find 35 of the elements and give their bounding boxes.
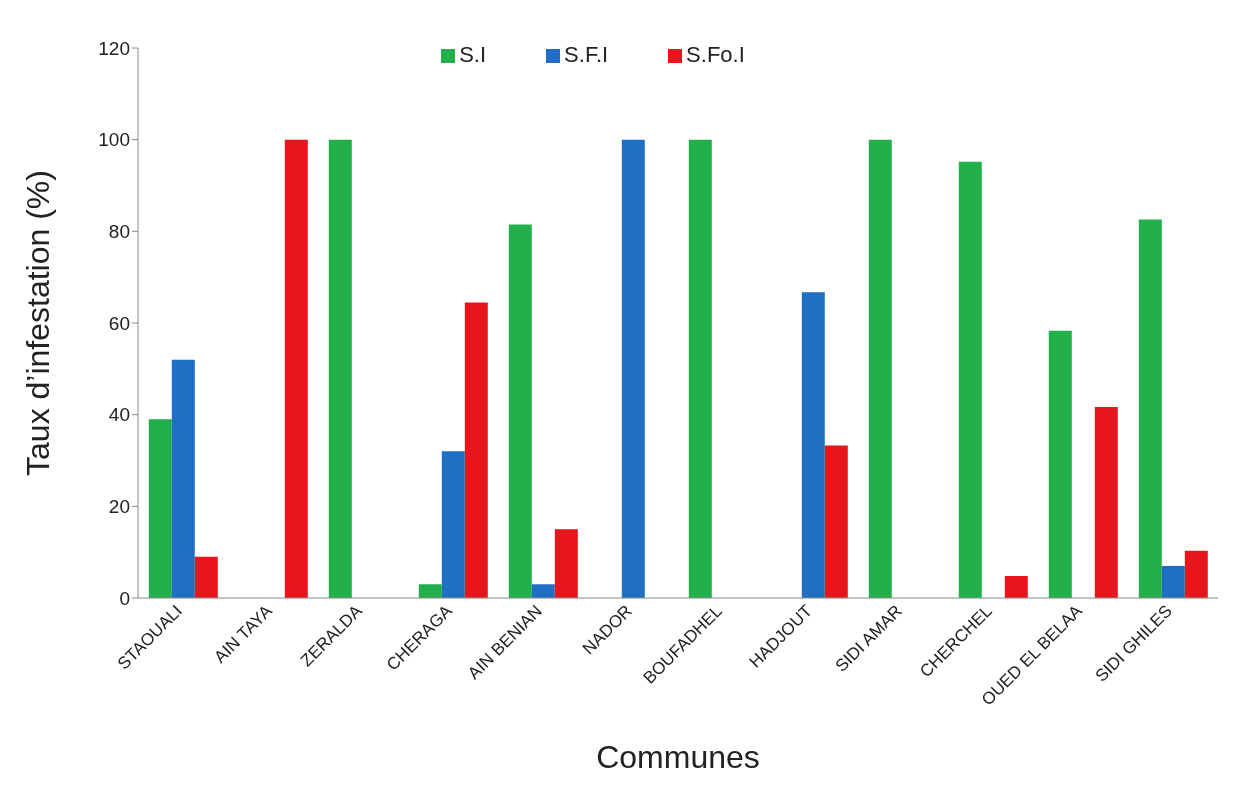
- x-axis-title: Communes: [596, 739, 760, 775]
- bar: [868, 139, 892, 598]
- bar: [508, 224, 532, 598]
- y-tick-label: 40: [108, 404, 130, 426]
- bar: [621, 139, 645, 598]
- bar: [1184, 550, 1208, 598]
- bar: [194, 556, 218, 598]
- y-tick-label: 20: [108, 496, 130, 518]
- bar: [148, 419, 172, 598]
- bar: [531, 584, 555, 598]
- bar: [1048, 330, 1072, 598]
- bar: [554, 529, 578, 598]
- bar: [1004, 576, 1028, 598]
- bar: [464, 302, 488, 598]
- bar: [441, 451, 465, 598]
- legend-label: S.F.I: [564, 42, 609, 67]
- bar: [328, 139, 352, 598]
- legend-label: S.I: [459, 42, 487, 67]
- y-axis-title: Taux d’infestation (%): [20, 170, 57, 476]
- bar: [1138, 219, 1162, 598]
- y-tick-label: 120: [98, 37, 130, 59]
- y-tick-label: 60: [108, 312, 130, 334]
- y-tick-label: 80: [108, 221, 130, 243]
- bar: [1161, 565, 1185, 598]
- bar: [824, 445, 848, 598]
- bar: [1094, 406, 1118, 598]
- y-tick-label: 0: [119, 587, 130, 609]
- legend-label: S.Fo.I: [686, 42, 745, 67]
- y-tick-label: 100: [98, 129, 130, 151]
- bar: [171, 359, 195, 598]
- bar: [801, 292, 825, 598]
- bar: [418, 584, 442, 598]
- bar: [688, 139, 712, 598]
- bar: [284, 139, 308, 598]
- bar: [958, 161, 982, 598]
